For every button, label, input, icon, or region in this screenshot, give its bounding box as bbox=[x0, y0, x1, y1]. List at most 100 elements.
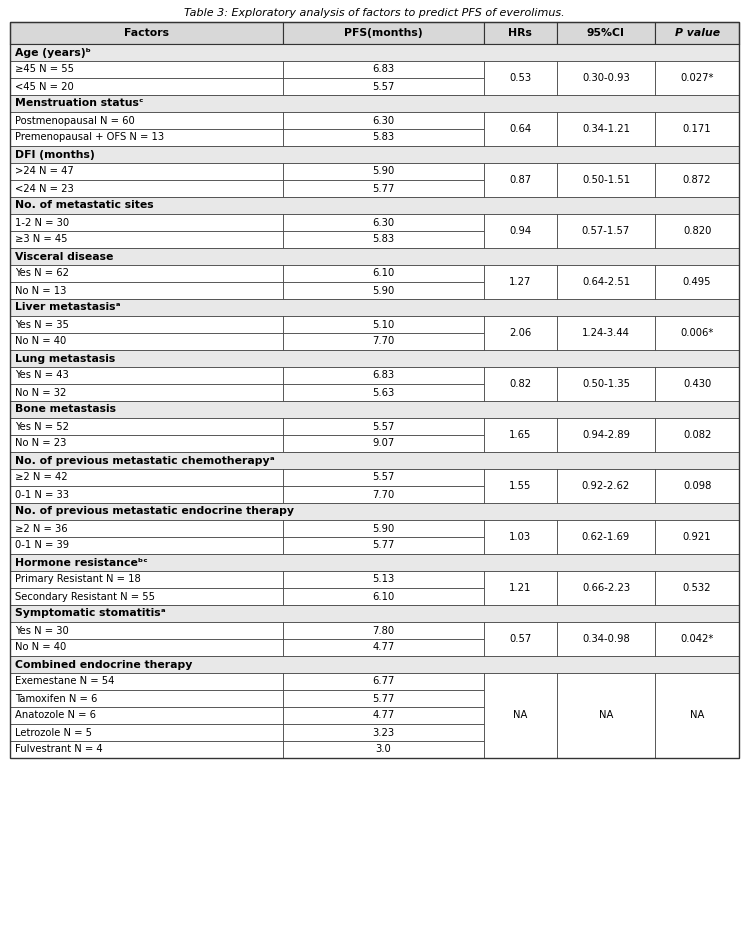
Text: Combined endocrine therapy: Combined endocrine therapy bbox=[15, 659, 192, 669]
Bar bbox=[10, 503, 739, 520]
Bar bbox=[10, 707, 283, 724]
Bar bbox=[283, 486, 484, 503]
Bar bbox=[557, 367, 655, 401]
Text: 5.83: 5.83 bbox=[372, 235, 395, 245]
Text: 0.430: 0.430 bbox=[683, 379, 712, 389]
Bar bbox=[10, 163, 283, 180]
Bar bbox=[283, 78, 484, 95]
Bar bbox=[10, 690, 283, 707]
Bar bbox=[10, 384, 283, 401]
Text: 0.098: 0.098 bbox=[683, 481, 712, 491]
Bar bbox=[655, 367, 739, 401]
Text: 0.921: 0.921 bbox=[683, 532, 712, 542]
Text: Liver metastasisᵃ: Liver metastasisᵃ bbox=[15, 303, 121, 313]
Text: 5.83: 5.83 bbox=[372, 132, 395, 142]
Bar bbox=[557, 622, 655, 656]
Bar bbox=[484, 622, 557, 656]
Bar bbox=[10, 367, 283, 384]
Text: 5.57: 5.57 bbox=[372, 82, 395, 91]
Text: Exemestane N = 54: Exemestane N = 54 bbox=[15, 677, 115, 686]
Bar bbox=[283, 639, 484, 656]
Bar bbox=[10, 418, 283, 435]
Text: No. of previous metastatic chemotherapyᵃ: No. of previous metastatic chemotherapyᵃ bbox=[15, 455, 275, 466]
Text: Bone metastasis: Bone metastasis bbox=[15, 404, 116, 414]
Bar bbox=[283, 163, 484, 180]
Text: Yes N = 30: Yes N = 30 bbox=[15, 626, 69, 636]
Text: <24 N = 23: <24 N = 23 bbox=[15, 183, 73, 194]
Text: 0.532: 0.532 bbox=[683, 583, 712, 593]
Bar bbox=[484, 469, 557, 503]
Bar bbox=[10, 282, 283, 299]
Text: 7.70: 7.70 bbox=[372, 490, 395, 500]
Text: Yes N = 35: Yes N = 35 bbox=[15, 319, 69, 330]
Bar bbox=[283, 537, 484, 554]
Bar bbox=[10, 520, 283, 537]
Text: 0.495: 0.495 bbox=[683, 277, 712, 287]
Bar bbox=[484, 316, 557, 350]
Bar bbox=[283, 435, 484, 452]
Text: 5.63: 5.63 bbox=[372, 387, 395, 398]
Bar bbox=[10, 265, 283, 282]
Bar bbox=[10, 316, 283, 333]
Bar bbox=[484, 673, 557, 758]
Bar bbox=[655, 163, 739, 197]
Text: 0.006*: 0.006* bbox=[680, 328, 714, 338]
Bar bbox=[484, 61, 557, 95]
Text: <45 N = 20: <45 N = 20 bbox=[15, 82, 73, 91]
Bar bbox=[283, 316, 484, 333]
Text: Yes N = 62: Yes N = 62 bbox=[15, 268, 69, 278]
Text: Lung metastasis: Lung metastasis bbox=[15, 354, 115, 363]
Text: 1-2 N = 30: 1-2 N = 30 bbox=[15, 218, 69, 227]
Bar bbox=[10, 350, 739, 367]
Bar bbox=[655, 673, 739, 758]
Text: 0.94-2.89: 0.94-2.89 bbox=[582, 430, 630, 440]
Text: No. of metastatic sites: No. of metastatic sites bbox=[15, 200, 154, 210]
Text: 0.82: 0.82 bbox=[509, 379, 531, 389]
Bar bbox=[10, 486, 283, 503]
Bar bbox=[10, 656, 739, 673]
Text: Tamoxifen N = 6: Tamoxifen N = 6 bbox=[15, 694, 97, 704]
Text: NA: NA bbox=[513, 710, 527, 721]
Bar bbox=[655, 61, 739, 95]
Text: Secondary Resistant N = 55: Secondary Resistant N = 55 bbox=[15, 591, 155, 601]
Text: 0.92-2.62: 0.92-2.62 bbox=[582, 481, 630, 491]
Bar bbox=[10, 605, 739, 622]
Text: Letrozole N = 5: Letrozole N = 5 bbox=[15, 727, 92, 737]
Bar bbox=[10, 180, 283, 197]
Text: 0-1 N = 33: 0-1 N = 33 bbox=[15, 490, 69, 500]
Text: 6.77: 6.77 bbox=[372, 677, 395, 686]
Bar bbox=[655, 112, 739, 146]
Bar bbox=[10, 333, 283, 350]
Text: 0.50-1.35: 0.50-1.35 bbox=[582, 379, 630, 389]
Bar bbox=[557, 61, 655, 95]
Text: 5.90: 5.90 bbox=[372, 523, 395, 533]
Text: Premenopausal + OFS N = 13: Premenopausal + OFS N = 13 bbox=[15, 132, 164, 142]
Text: 0.042*: 0.042* bbox=[680, 634, 714, 644]
Bar bbox=[484, 520, 557, 554]
Text: 1.24-3.44: 1.24-3.44 bbox=[582, 328, 630, 338]
Text: ≥2 N = 42: ≥2 N = 42 bbox=[15, 473, 67, 482]
Bar bbox=[10, 571, 283, 588]
Bar bbox=[484, 163, 557, 197]
Bar bbox=[10, 673, 283, 690]
Text: 1.65: 1.65 bbox=[509, 430, 532, 440]
Text: Yes N = 52: Yes N = 52 bbox=[15, 422, 69, 431]
Bar bbox=[10, 452, 739, 469]
Bar bbox=[10, 22, 739, 758]
Bar bbox=[283, 367, 484, 384]
Text: Visceral disease: Visceral disease bbox=[15, 251, 113, 262]
Bar bbox=[484, 112, 557, 146]
Bar bbox=[10, 22, 283, 44]
Text: 4.77: 4.77 bbox=[372, 642, 395, 653]
Bar bbox=[655, 22, 739, 44]
Bar bbox=[283, 673, 484, 690]
Text: 6.83: 6.83 bbox=[372, 371, 395, 381]
Text: 5.57: 5.57 bbox=[372, 473, 395, 482]
Text: 1.55: 1.55 bbox=[509, 481, 532, 491]
Text: Anatozole N = 6: Anatozole N = 6 bbox=[15, 710, 96, 721]
Text: 5.90: 5.90 bbox=[372, 167, 395, 177]
Bar bbox=[655, 265, 739, 299]
Text: No N = 40: No N = 40 bbox=[15, 642, 66, 653]
Bar bbox=[283, 231, 484, 248]
Bar bbox=[283, 469, 484, 486]
